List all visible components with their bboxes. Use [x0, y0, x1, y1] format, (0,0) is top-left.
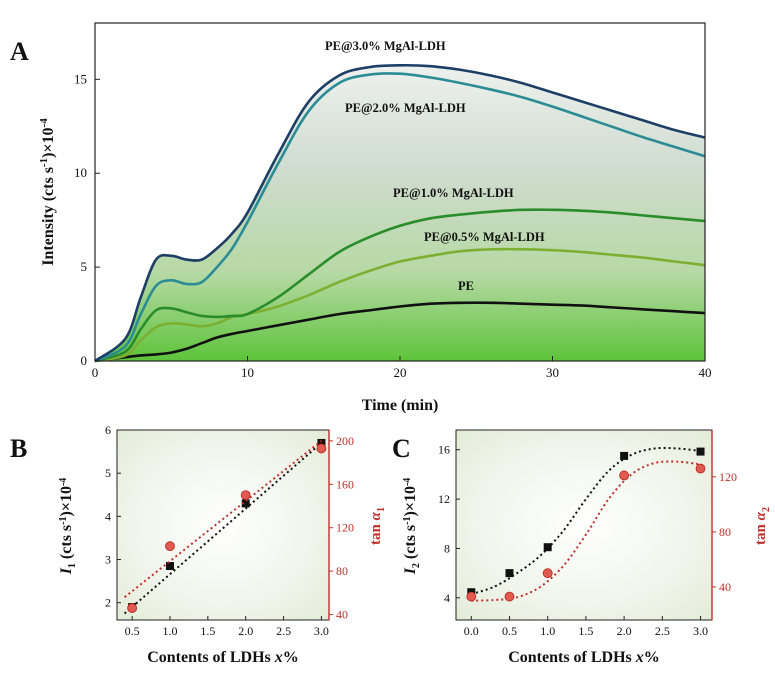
fit-line-right	[123, 440, 323, 598]
series-line-pe30	[94, 63, 706, 363]
y-left-tick-label: 5	[105, 466, 111, 480]
x-tick-label: 40	[699, 365, 712, 380]
panel-b-background	[117, 430, 329, 620]
data-point-circle	[466, 591, 477, 602]
panel-b-x-axis-title: Contents of LDHs x%	[147, 649, 299, 666]
y-right-tick-label: 40	[719, 580, 731, 594]
x-tick-label: 0.5	[125, 624, 140, 638]
label-pe: PE	[458, 279, 474, 293]
data-point-circle	[619, 470, 630, 481]
y-right-tick-label: 80	[719, 525, 731, 539]
y-tick-label: 15	[74, 71, 87, 86]
y-left-tick-label: 3	[105, 553, 111, 567]
data-point-square	[620, 451, 629, 460]
x-tick-label: 20	[394, 365, 407, 380]
x-tick-label: 0.5	[502, 624, 517, 638]
series-line-pe20	[94, 72, 706, 363]
y-right-tick-label: 120	[719, 470, 737, 484]
panel-c-background	[456, 430, 712, 620]
panel-c-marks	[466, 446, 706, 602]
y-left-tick-label: 6	[105, 423, 111, 437]
y-right-tick-label: 160	[336, 477, 354, 491]
series-line-pe05	[94, 247, 706, 363]
y-tick-label: 0	[81, 353, 88, 368]
y-tick-label: 5	[81, 259, 88, 274]
series-line-pe	[94, 301, 706, 363]
panel-a-plot: 0 10 20 30 40 0 5 10 15 PE@3.0% MgAl-LDH PE@2.0%…	[38, 22, 712, 414]
y-tick-label: 10	[74, 165, 87, 180]
panel-a-series-lines	[94, 63, 706, 363]
x-tick-label: 0.0	[464, 624, 479, 638]
x-tick-label: 1.0	[540, 624, 555, 638]
x-tick-label: 2.5	[276, 624, 291, 638]
panel-letter-c: C	[392, 434, 411, 463]
label-pe05: PE@0.5% MgAl-LDH	[424, 230, 545, 244]
data-point-circle	[316, 443, 327, 454]
data-point-square	[543, 543, 552, 552]
panel-a-y-axis-title: Intensity (cts s-1)×10-4	[38, 118, 57, 266]
panel-b-plot: 0.5 1.0 1.5 2.0 2.5 3.0 2 3 4 5 6 40 80 120 160 200 Con…	[58, 423, 387, 666]
panel-a-shaded-area	[95, 65, 705, 361]
x-tick-label: 3.0	[693, 624, 708, 638]
fit-line-left	[123, 442, 323, 615]
panel-a-x-axis-title: Time (min)	[362, 397, 439, 414]
data-point-circle	[127, 603, 138, 613]
data-point-square	[317, 438, 326, 447]
y-left-tick-label: 2	[105, 596, 111, 610]
y-left-tick-label: 8	[444, 541, 450, 555]
x-tick-label: 2.0	[238, 624, 253, 638]
panel-c-plot: 0.0 0.5 1.0 1.5 2.0 2.5 3.0 4 8 12 16 40 80 120 Conte…	[402, 429, 772, 666]
x-tick-label: 1.0	[163, 624, 178, 638]
x-tick-label: 3.0	[314, 624, 329, 638]
data-point-circle	[165, 541, 175, 552]
panel-c-x-axis-title: Contents of LDHs x%	[508, 649, 660, 666]
panel-a-ticks: 0 10 20 30 40 0 5 10 15	[74, 71, 712, 380]
panel-c-y-left-title: I2 (cts s-1)×10-4	[402, 478, 422, 576]
panel-b-y-left-title: I1 (cts s-1)×10-4	[58, 478, 78, 576]
x-tick-label: 0	[92, 365, 99, 380]
data-point-circle	[695, 463, 706, 474]
data-point-circle	[542, 568, 553, 579]
data-point-circle	[504, 591, 515, 602]
y-right-tick-label: 120	[336, 521, 354, 535]
label-pe30: PE@3.0% MgAl-LDH	[325, 39, 446, 53]
y-left-tick-label: 16	[438, 443, 450, 457]
panel-a-series-labels: PE@3.0% MgAl-LDH PE@2.0% MgAl-LDH PE@1.0…	[325, 39, 545, 293]
x-tick-label: 2.5	[655, 624, 670, 638]
y-left-tick-label: 4	[444, 591, 450, 605]
panel-letter-b: B	[10, 434, 27, 463]
x-tick-label: 1.5	[200, 624, 215, 638]
x-tick-label: 10	[241, 365, 254, 380]
x-tick-label: 30	[546, 365, 559, 380]
data-point-square	[696, 447, 705, 456]
y-right-tick-label: 80	[336, 564, 348, 578]
label-pe20: PE@2.0% MgAl-LDH	[345, 101, 466, 115]
x-tick-label: 2.0	[617, 624, 632, 638]
panel-b-y-right-title: tan α1	[368, 507, 387, 545]
data-point-circle	[240, 490, 251, 501]
y-left-tick-label: 4	[105, 509, 111, 523]
y-right-tick-label: 40	[336, 608, 348, 622]
data-point-square	[241, 499, 250, 508]
x-tick-label: 1.5	[578, 624, 593, 638]
data-point-square	[166, 562, 174, 571]
panel-c-ticks: 0.0 0.5 1.0 1.5 2.0 2.5 3.0 4 8 12 16 40 80 120	[438, 430, 737, 638]
fit-line-right	[471, 460, 701, 602]
panel-letter-a: A	[10, 37, 29, 66]
panel-b-ticks: 0.5 1.0 1.5 2.0 2.5 3.0 2 3 4 5 6 40 80 120 160 200	[105, 423, 354, 638]
data-point-square	[505, 569, 514, 578]
panel-b-marks	[123, 438, 327, 615]
y-right-tick-label: 200	[336, 434, 354, 448]
series-line-pe10	[94, 208, 706, 363]
panel-c-y-right-title: tan α2	[753, 507, 772, 545]
label-pe10: PE@1.0% MgAl-LDH	[393, 186, 514, 200]
y-left-tick-label: 12	[438, 492, 450, 506]
